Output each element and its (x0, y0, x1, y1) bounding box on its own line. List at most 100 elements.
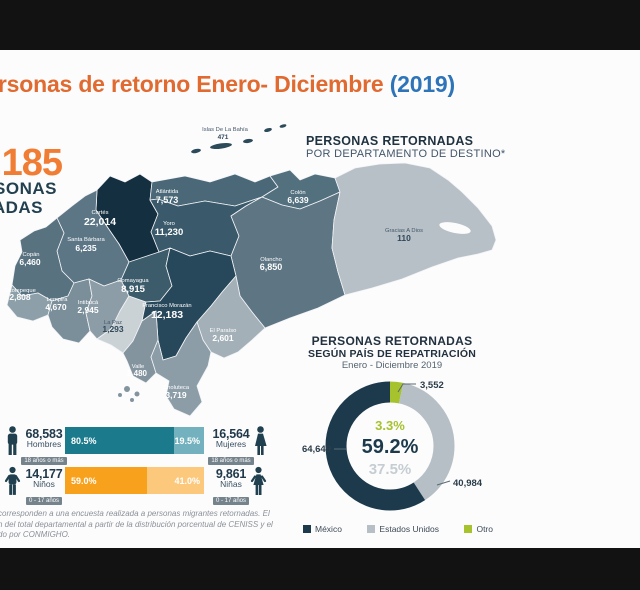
ninas-age-badge: 0 - 17 años (212, 497, 250, 505)
svg-text:Lempira: Lempira (47, 297, 69, 303)
callout-mexico: 64,649 (302, 444, 331, 455)
adults-gender-bar: 80.5% 19.5% (65, 427, 204, 454)
callout-otro: 3,552 (420, 380, 444, 391)
svg-text:Copán: Copán (22, 252, 39, 258)
svg-text:2,480: 2,480 (127, 369, 148, 378)
svg-text:6,639: 6,639 (287, 195, 309, 205)
title-year: (2019) (389, 71, 455, 97)
bar-segment-hombres: 80.5% (65, 427, 175, 454)
honduras-choropleth-map: Cortés 22,014 Santa Bárbara 6,235 Copán … (4, 124, 497, 417)
legend-item-mexico: México (303, 524, 342, 534)
svg-text:2,808: 2,808 (9, 292, 31, 302)
legend-swatch-mexico (303, 525, 311, 533)
donut-ring (325, 381, 455, 511)
svg-text:Olancho: Olancho (260, 257, 282, 263)
footnote: corresponden a una encuesta realizada a … (0, 509, 308, 541)
svg-text:Francisco Morazán: Francisco Morazán (142, 303, 191, 309)
bar-pct-mujeres: 19.5% (174, 435, 200, 446)
map-title: PERSONAS RETORNADAS POR DEPARTAMENTO DE … (306, 134, 506, 161)
bar-segment-ninas: 41.0% (147, 467, 204, 494)
ninos-stat: 14,177 Niños 0 - 17 años (21, 468, 67, 507)
donut-pct-mexico: 59.2% (362, 436, 419, 458)
svg-text:Colón: Colón (290, 190, 305, 196)
children-gender-bar: 59.0% 41.0% (65, 467, 204, 494)
svg-text:4,670: 4,670 (45, 302, 67, 312)
svg-text:2,601: 2,601 (212, 333, 234, 343)
svg-text:6,850: 6,850 (260, 262, 283, 272)
bar-pct-ninas: 41.0% (174, 475, 200, 486)
svg-text:7,573: 7,573 (156, 195, 179, 205)
donut-legend: México Estados Unidos Otro (303, 524, 493, 534)
legend-label-estados-unidos: Estados Unidos (379, 524, 439, 534)
svg-text:Intibucá: Intibucá (78, 300, 99, 306)
donut-slice-mexico (325, 381, 455, 511)
bar-pct-hombres: 80.5% (71, 435, 97, 446)
donut-slice-eeuu (325, 381, 455, 511)
svg-text:Comayagua: Comayagua (117, 278, 149, 284)
ninas-label: Niñas (220, 479, 242, 489)
donut-pct-otro: 3.3% (375, 418, 405, 433)
ninas-stat: 9,861 Niñas 0 - 17 años (208, 468, 254, 507)
presentation-slide: Personas de retorno Enero- Diciembre (20… (0, 50, 640, 548)
region-el-paraiso (196, 275, 266, 359)
svg-text:471: 471 (218, 134, 229, 141)
hombres-age-badge: 18 años o más (21, 457, 67, 465)
gulf-of-fonseca-islands (118, 386, 140, 402)
mujeres-label: Mujeres (215, 439, 247, 449)
footnote-line3: do por CONMIGHO. (0, 530, 71, 539)
mujeres-value: 16,564 (212, 427, 250, 441)
svg-text:Choluteca: Choluteca (163, 385, 190, 391)
region-choluteca (150, 321, 212, 417)
bar-segment-ninos: 59.0% (65, 467, 148, 494)
svg-text:3,719: 3,719 (165, 390, 187, 400)
legend-label-mexico: México (315, 524, 342, 534)
repatriation-donut-chart: 3,552 64,649 40,984 3.3% 59.2% 37.5% (302, 380, 483, 511)
bar-pct-ninos: 59.0% (71, 475, 97, 486)
hombres-label: Hombres (26, 439, 62, 449)
donut-title-line3: Enero - Diciembre 2019 (341, 360, 443, 371)
map-regions (6, 124, 497, 417)
footnote-line1: corresponden a una encuesta realizada a … (0, 509, 270, 518)
hombres-stat: 68,583 Hombres 18 años o más (21, 428, 67, 467)
region-olancho (230, 191, 346, 329)
page-title: Personas de retorno Enero- Diciembre (20… (0, 71, 455, 98)
region-gracias-a-dios (331, 162, 497, 296)
donut-title-line2: SEGÚN PAÍS DE REPATRIACIÓN (308, 348, 476, 360)
legend-label-otro: Otro (476, 524, 493, 534)
svg-text:6,460: 6,460 (19, 257, 41, 267)
legend-item-estados-unidos: Estados Unidos (367, 524, 439, 534)
donut-chart-title: PERSONAS RETORNADAS SEGÚN PAÍS DE REPATR… (298, 335, 486, 372)
svg-text:Yoro: Yoro (163, 221, 175, 227)
total-returnees-label-1: PERSONAS (0, 179, 57, 198)
svg-text:22,014: 22,014 (84, 216, 116, 228)
mujeres-stat: 16,564 Mujeres 18 años o más (208, 428, 254, 467)
svg-text:11,230: 11,230 (155, 227, 184, 238)
ninos-label: Niños (33, 479, 55, 489)
callout-eeuu: 40,984 (453, 478, 483, 489)
boy-icon (4, 466, 21, 495)
svg-text:La Paz: La Paz (104, 320, 122, 326)
svg-text:1,293: 1,293 (102, 324, 124, 334)
legend-item-otro: Otro (464, 524, 493, 534)
ninas-value: 9,861 (215, 467, 247, 481)
woman-icon (255, 426, 267, 455)
legend-swatch-otro (464, 525, 473, 533)
svg-text:110: 110 (397, 233, 411, 243)
svg-text:6,235: 6,235 (75, 243, 97, 253)
svg-text:Valle: Valle (132, 364, 144, 370)
svg-text:12,183: 12,183 (151, 309, 183, 321)
mujeres-age-badge: 18 años o más (208, 457, 254, 465)
footnote-line2: n del total departamental a partir de la… (0, 519, 273, 529)
hombres-value: 68,583 (25, 427, 63, 441)
svg-text:2,945: 2,945 (77, 305, 99, 315)
svg-text:8,915: 8,915 (121, 284, 145, 295)
girl-icon (250, 466, 267, 495)
svg-text:Islas De La Bahía: Islas De La Bahía (202, 127, 249, 133)
svg-text:Cortés: Cortés (91, 210, 108, 216)
svg-text:Atlántida: Atlántida (156, 189, 179, 195)
callout-line-otro (397, 383, 416, 393)
region-islas-de-la-bahia (191, 124, 287, 154)
svg-text:Ocotepeque: Ocotepeque (4, 288, 36, 294)
map-title-line1: PERSONAS RETORNADAS (306, 134, 474, 148)
